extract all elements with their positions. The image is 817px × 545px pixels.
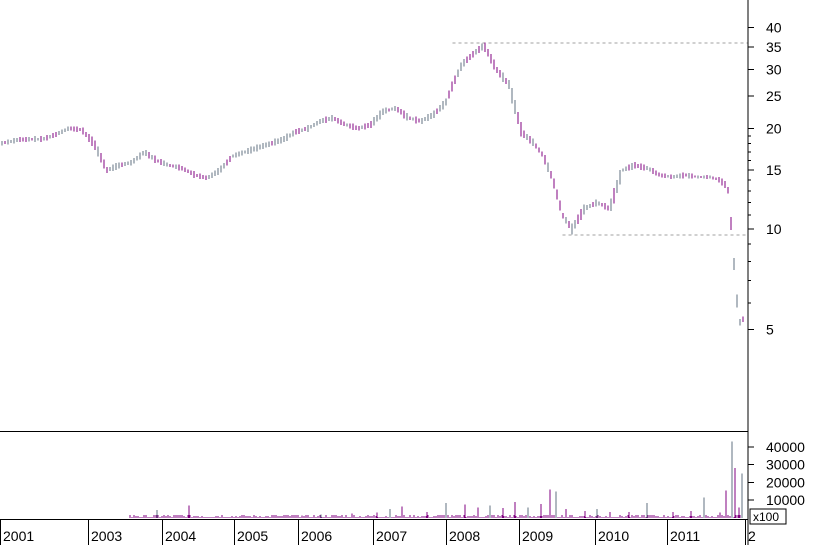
x-tick-label: 2008 — [449, 528, 480, 544]
volume-y-tick-label: 20000 — [766, 474, 805, 490]
volume-y-tick-label: 30000 — [766, 457, 805, 473]
x-tick-label: 2001 — [3, 528, 34, 544]
volume-y-tick-label: 40000 — [766, 439, 805, 455]
volume-multiplier-label: x100 — [753, 510, 779, 524]
x-tick-label: 2009 — [522, 528, 553, 544]
price-y-tick-label: 35 — [766, 39, 782, 55]
volume-multiplier-box — [749, 508, 787, 525]
x-tick-label: 2005 — [237, 528, 268, 544]
price-panel: 5 10 15 20 25 30 35 40 — [1, 20, 782, 337]
price-y-tick-label: 30 — [766, 61, 782, 77]
x-tick-label: 2011 — [670, 528, 700, 544]
x-tick-label: 2004 — [165, 528, 196, 544]
price-y-tick-label: 5 — [766, 321, 774, 337]
x-tick-label: 2006 — [301, 528, 332, 544]
x-tick-label: 2 — [748, 528, 756, 544]
x-axis: 2001 2003 2004 2005 2006 2007 2008 2009 2010 2011… — [0, 520, 756, 545]
price-y-tick-label: 15 — [766, 162, 782, 178]
x-tick-label: 2010 — [598, 528, 629, 544]
x-tick-label: 2007 — [376, 528, 407, 544]
x-tick-label: 2003 — [91, 528, 122, 544]
price-y-tick-label: 40 — [766, 20, 782, 36]
price-y-tick-label: 25 — [766, 88, 782, 104]
price-y-tick-label: 10 — [766, 221, 782, 237]
price-y-tick-label: 20 — [766, 120, 782, 136]
volume-y-tick-label: 10000 — [766, 492, 805, 508]
